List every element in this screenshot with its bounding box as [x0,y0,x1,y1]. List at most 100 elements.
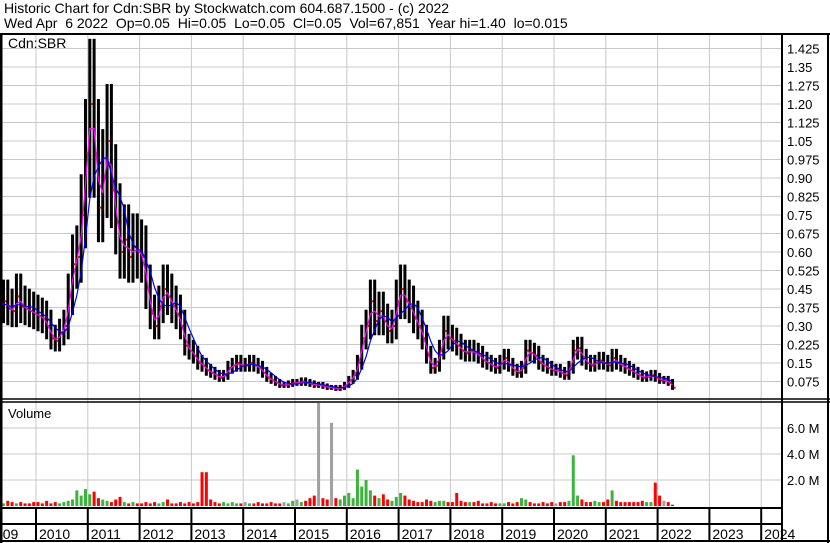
volume-bar [157,503,161,506]
volume-bar [450,502,454,506]
volume-bar [550,502,554,506]
price-bar [96,99,100,243]
short-moving-average-line [0,128,673,389]
close-tick [582,357,585,360]
volume-bar [187,502,191,506]
volume-bar [446,502,450,506]
volume-bar [75,490,79,506]
close-tick [56,339,59,342]
close-tick [392,324,395,327]
price-tick-label: 0.45 [787,282,812,297]
volume-bar [532,503,536,506]
volume-bar [619,502,623,506]
volume-bar [200,472,204,506]
volume-bar [658,495,662,506]
close-tick [77,255,80,258]
volume-bar [6,500,10,506]
price-bar [636,366,640,380]
price-bar [10,288,14,328]
price-tick-label: 0.225 [787,337,820,352]
close-tick [410,305,413,308]
close-tick [108,139,111,142]
price-bar [528,339,532,362]
volume-bar [342,495,346,506]
volume-bar [269,502,273,506]
year-label: 2016 [350,526,381,542]
volume-bar [196,502,200,506]
price-bar [446,315,450,350]
close-tick [17,295,20,298]
volume-bar [299,502,303,506]
volume-bar [58,503,62,506]
close-tick [21,305,24,308]
volume-bar [122,502,126,506]
volume-bar [662,500,666,506]
close-tick [43,317,46,320]
volume-bar [524,499,528,506]
close-tick [220,376,223,379]
price-bar [481,345,485,368]
volume-bar [653,482,657,506]
price-bar [485,351,489,370]
volume-bar [502,503,506,506]
year-label: 2024 [764,526,795,542]
price-bar [174,285,178,330]
price-bar [53,324,57,352]
volume-bar [144,502,148,506]
close-tick [164,287,167,290]
close-tick [237,361,240,364]
price-bar [576,336,580,360]
price-bar [135,213,139,279]
price-bar [114,144,118,255]
volume-bar [364,480,368,506]
volume-bar [468,502,472,506]
volume-bar [53,502,57,506]
volume-bar [109,502,113,506]
volume-bar [528,502,532,506]
price-tick-label: 0.30 [787,319,812,334]
volume-bar [286,503,290,506]
volume-bar [563,502,567,506]
price-bar [252,354,256,372]
price-bar [489,354,493,372]
price-bar [71,234,75,316]
volume-tick-label: 6.0 M [787,421,820,436]
price-bar [109,83,113,229]
year-label: 2017 [402,526,433,542]
close-tick [414,317,417,320]
volume-bar [312,495,316,506]
price-bar [632,363,636,378]
volume-bar [623,502,627,506]
volume-bar [27,503,31,506]
price-bar [144,225,148,309]
price-bar [88,38,92,198]
close-tick [155,324,158,327]
volume-bar [131,502,135,506]
volume-bar [66,500,70,506]
close-tick [431,366,434,369]
volume-bar [545,503,549,506]
volume-bar [118,496,122,506]
price-bar [450,324,454,352]
price-bar [412,285,416,334]
price-bar [105,83,109,218]
price-bar [640,369,644,382]
close-tick [125,238,128,241]
volume-bar [265,503,269,506]
price-bar [558,363,562,378]
close-tick [362,337,365,340]
volume-bar [584,502,588,506]
price-bar [101,129,105,243]
price-bar [217,369,221,382]
volume-tick-label: 4.0 M [787,447,820,462]
volume-bar [36,502,40,506]
price-bar [571,339,575,374]
close-tick [600,359,603,362]
year-label: 2012 [143,526,174,542]
volume-bar [161,502,165,506]
price-bar [265,366,269,382]
price-bar [83,99,87,249]
volume-bar [304,500,308,506]
close-tick [535,354,538,357]
